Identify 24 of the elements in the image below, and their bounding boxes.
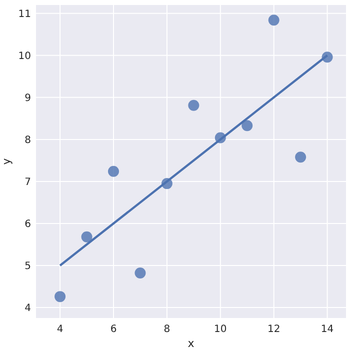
y-tick-label: 7 [24, 176, 31, 188]
point [295, 152, 306, 163]
y-tick-label: 4 [24, 302, 31, 314]
point [268, 14, 280, 26]
point [242, 120, 253, 132]
y-tick-label: 6 [24, 218, 31, 230]
y-axis-title: y [0, 158, 13, 165]
point [81, 231, 92, 242]
y-tick-label: 11 [18, 8, 31, 20]
y-tick-label: 5 [24, 260, 31, 272]
x-tick-label: 10 [214, 324, 227, 335]
x-tick-label: 6 [110, 324, 117, 335]
x-tick-label: 4 [56, 324, 64, 335]
point [108, 166, 119, 177]
y-tick-label: 8 [24, 134, 31, 146]
x-tick-label: 8 [164, 324, 170, 335]
point [188, 100, 200, 111]
x-tick-label: 14 [320, 324, 334, 335]
y-tick-label: 9 [24, 92, 31, 104]
y-tick-label: 10 [18, 50, 31, 62]
x-tick-label: 12 [267, 324, 280, 335]
point [54, 291, 66, 302]
x-axis-title: x [188, 337, 195, 350]
point [134, 268, 146, 279]
